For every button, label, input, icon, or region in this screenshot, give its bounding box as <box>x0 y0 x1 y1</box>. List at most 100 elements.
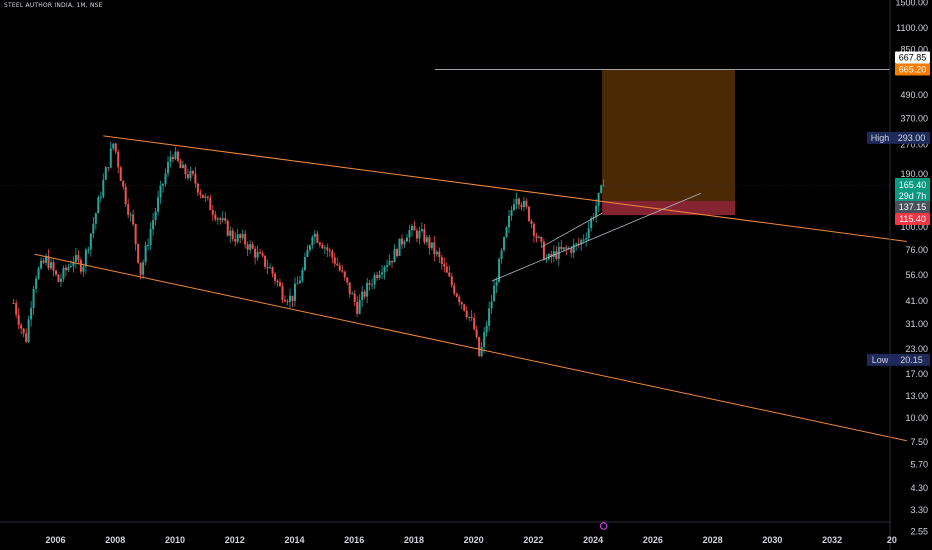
candle-body <box>490 301 493 309</box>
candle-body <box>256 252 259 258</box>
low-label: Low <box>872 355 889 365</box>
candle-body <box>241 233 244 238</box>
candle-body <box>440 256 443 264</box>
candle-body <box>269 267 272 269</box>
candle-body <box>186 174 189 179</box>
candle-body <box>64 267 67 271</box>
candle-body <box>358 299 361 314</box>
candle-body <box>50 262 53 269</box>
trendlines <box>34 135 907 442</box>
candle-body <box>410 225 413 231</box>
candle-body <box>483 332 486 347</box>
candle-body <box>376 275 379 279</box>
candle-body <box>405 237 408 242</box>
candle-body <box>513 204 516 210</box>
time-tick-label: 2026 <box>643 535 663 545</box>
time-tick-label: 2008 <box>105 535 125 545</box>
candle-body <box>420 229 423 232</box>
candle-body <box>545 259 548 261</box>
candle-body <box>184 164 187 175</box>
price-tick-label: 270.00 <box>900 140 928 150</box>
candle-body <box>104 167 107 180</box>
candle-body <box>361 291 364 300</box>
candle-body <box>214 214 217 220</box>
candle-body <box>493 285 496 302</box>
candle-body <box>468 316 471 318</box>
candle-body <box>301 270 304 281</box>
candle-body <box>224 218 227 221</box>
candle-body <box>234 239 237 242</box>
candle-body <box>308 245 311 251</box>
candle-body <box>505 227 508 238</box>
candle-body <box>381 272 384 275</box>
entry-price-tag: 137.15 <box>899 202 927 212</box>
price-tick-label: 5.70 <box>910 460 928 470</box>
candle-body <box>470 316 473 318</box>
candle-body <box>503 237 506 251</box>
candle-body <box>595 205 598 217</box>
candle-body <box>371 284 374 286</box>
candle-body <box>341 270 344 272</box>
time-tick-label: 20 <box>887 535 897 545</box>
candle-body <box>587 228 590 239</box>
time-tick-label: 2016 <box>344 535 364 545</box>
candle-body <box>286 301 289 303</box>
candle-body <box>87 249 90 251</box>
price-tick-label: 56.00 <box>905 270 928 280</box>
candle-body <box>239 234 242 238</box>
candle-body <box>508 215 511 228</box>
candle-body <box>445 266 448 273</box>
entry-price-tag-bg <box>895 201 930 213</box>
target-price-tag: 665.20 <box>899 65 927 75</box>
candle-body <box>164 173 167 184</box>
candle-body <box>20 324 23 329</box>
candle-body <box>244 233 247 245</box>
price-tick-label: 850.00 <box>900 45 928 55</box>
candle-body <box>560 246 563 250</box>
candle-body <box>122 180 125 187</box>
stop-price-tag: 115.40 <box>899 214 926 224</box>
candle-body <box>517 198 520 205</box>
low-label-bg <box>867 353 893 366</box>
price-tick-label: 23.00 <box>905 344 928 354</box>
candle-body <box>326 247 329 251</box>
candle-body <box>328 250 331 252</box>
candle-body <box>510 209 513 216</box>
candle-body <box>498 258 501 283</box>
candle-body <box>142 262 145 275</box>
candle-body <box>57 274 60 282</box>
candle-body <box>249 244 252 250</box>
candle-body <box>333 257 336 264</box>
candle-body <box>590 218 593 229</box>
candle-body <box>500 250 503 259</box>
candle-body <box>107 167 110 169</box>
candle-body <box>236 234 239 242</box>
price-tick-label: 370.00 <box>900 113 928 123</box>
time-tick-label: 2014 <box>284 535 304 545</box>
time-tick-label: 2032 <box>822 535 842 545</box>
candle-body <box>92 223 95 234</box>
price-tick-label: 7.50 <box>910 437 928 447</box>
price-tick-label: 490.00 <box>900 90 928 100</box>
candle-body <box>27 319 30 342</box>
candle-body <box>306 250 309 258</box>
candle-body <box>318 242 321 245</box>
high-value-tag-bg <box>893 131 930 144</box>
price-tick-label: 76.00 <box>905 245 928 255</box>
candle-body <box>338 265 341 271</box>
candle-body <box>383 267 386 273</box>
candle-body <box>167 161 170 174</box>
candle-body <box>403 241 406 245</box>
candle-body <box>30 307 33 320</box>
pattern-upper-line <box>542 212 603 247</box>
current-price-tag: 165.40 <box>899 180 927 190</box>
candle-body <box>363 291 366 297</box>
candle-body <box>17 314 20 325</box>
candle-body <box>391 260 394 263</box>
candle-body <box>480 346 483 357</box>
candle-body <box>460 302 463 305</box>
high-label: High <box>871 133 890 143</box>
candle-body <box>62 267 65 279</box>
candle-body <box>408 230 411 238</box>
